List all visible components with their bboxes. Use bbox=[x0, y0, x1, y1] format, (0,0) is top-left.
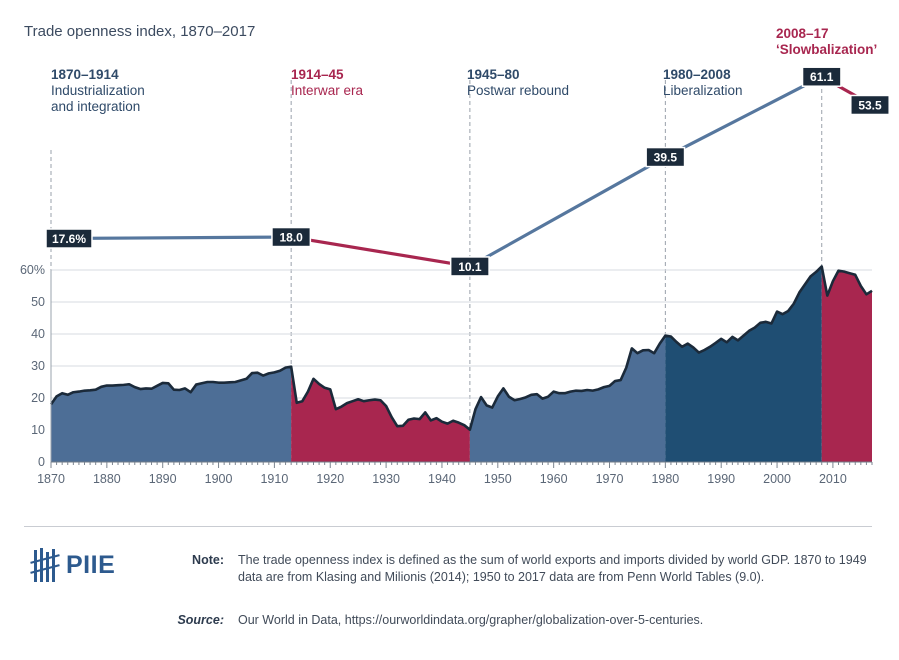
era-description: ‘Slowbalization’ bbox=[776, 42, 877, 57]
y-tick-label: 40 bbox=[31, 327, 45, 341]
x-tick-label: 1970 bbox=[596, 472, 624, 486]
callout-box bbox=[850, 94, 890, 116]
x-tick-label: 1890 bbox=[149, 472, 177, 486]
y-tick-label: 20 bbox=[31, 391, 45, 405]
era-heading: 1914–45 bbox=[291, 67, 344, 82]
area-series bbox=[49, 265, 873, 462]
piie-logo-text: PIIE bbox=[66, 551, 116, 579]
axes: 0 10 20 30 40 50 60% 1870 1880 1890 1900 1910 1920 19… bbox=[20, 263, 873, 486]
area-segment-1945-1980 bbox=[469, 335, 666, 462]
era-summary-line: 17.6% 18.0 10.1 39.5 61.1 53.5 bbox=[45, 66, 890, 277]
x-tick-label: 1920 bbox=[316, 472, 344, 486]
source-text: Our World in Data, https://ourworldindat… bbox=[238, 613, 704, 627]
era-description: Interwar era bbox=[291, 83, 364, 98]
summary-value-callout: 61.1 bbox=[801, 66, 842, 87]
x-tick-label: 1960 bbox=[540, 472, 568, 486]
piie-logo-icon bbox=[30, 548, 60, 582]
callout-label: 61.1 bbox=[810, 70, 834, 84]
era-heading: 1980–2008 bbox=[663, 67, 731, 82]
callout-box bbox=[645, 146, 686, 168]
era-description: and integration bbox=[51, 99, 140, 114]
era-description: Industrialization bbox=[51, 83, 145, 98]
x-tick-label: 1880 bbox=[93, 472, 121, 486]
source-label: Source: bbox=[177, 613, 224, 627]
callout-box bbox=[45, 228, 93, 249]
area-outline bbox=[49, 265, 873, 431]
summary-value-callout: 17.6% bbox=[45, 228, 93, 249]
summary-value-callout: 39.5 bbox=[645, 146, 686, 168]
summary-line-segment bbox=[289, 235, 472, 269]
callout-label: 39.5 bbox=[654, 151, 678, 165]
y-tick-label: 0 bbox=[38, 455, 45, 469]
era-heading: 2008–17 bbox=[776, 26, 829, 41]
era-heading: 1945–80 bbox=[467, 67, 520, 82]
summary-value-callout: 18.0 bbox=[271, 226, 312, 248]
era-heading: 1870–1914 bbox=[51, 67, 119, 82]
era-description: Liberalization bbox=[663, 83, 743, 98]
callout-box bbox=[801, 66, 842, 87]
x-tick-label: 1950 bbox=[484, 472, 512, 486]
x-tick-label: 1930 bbox=[372, 472, 400, 486]
callout-box bbox=[271, 226, 312, 248]
x-tick-label: 1870 bbox=[37, 472, 65, 486]
trade-openness-chart: Trade openness index, 1870–2017 1870–191… bbox=[20, 23, 890, 486]
footer-divider bbox=[24, 526, 872, 527]
x-tick-label: 1940 bbox=[428, 472, 456, 486]
callout-label: 17.6% bbox=[52, 232, 86, 246]
x-tick-label: 1990 bbox=[707, 472, 735, 486]
y-tick-label: 50 bbox=[31, 295, 45, 309]
y-tick-label: 60% bbox=[20, 263, 45, 277]
callout-label: 53.5 bbox=[858, 98, 882, 112]
callout-label: 10.1 bbox=[458, 260, 482, 274]
note-text: The trade openness index is defined as t… bbox=[238, 553, 867, 584]
note-label: Note: bbox=[192, 553, 224, 567]
era-description: Postwar rebound bbox=[467, 83, 569, 98]
x-tick-label: 1980 bbox=[651, 472, 679, 486]
x-tick-label: 1910 bbox=[260, 472, 288, 486]
area-segment-1870-1913 bbox=[51, 366, 292, 462]
y-tick-label: 30 bbox=[31, 359, 45, 373]
y-tick-label: 10 bbox=[31, 423, 45, 437]
summary-value-callout: 53.5 bbox=[850, 94, 890, 116]
callout-label: 18.0 bbox=[279, 231, 303, 245]
x-tick-label: 1900 bbox=[205, 472, 233, 486]
callout-box bbox=[449, 256, 490, 277]
summary-value-callout: 10.1 bbox=[449, 256, 490, 277]
summary-line-segment bbox=[468, 155, 667, 269]
area-segment-1913-1945 bbox=[291, 366, 470, 462]
area-segment-2008-2017 bbox=[821, 266, 872, 462]
x-tick-label: 2010 bbox=[819, 472, 847, 486]
chart-title: Trade openness index, 1870–2017 bbox=[24, 23, 255, 40]
x-tick-label: 2000 bbox=[763, 472, 791, 486]
summary-line-segment bbox=[663, 75, 824, 159]
